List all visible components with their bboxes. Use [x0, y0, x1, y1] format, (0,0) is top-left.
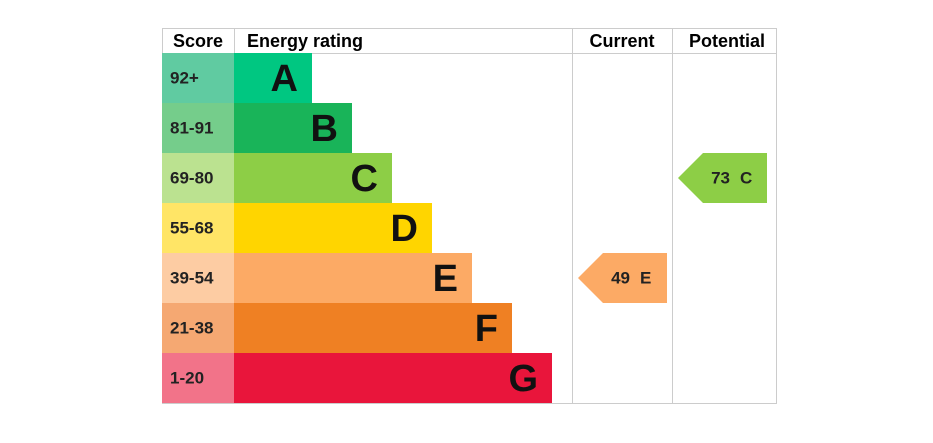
band-letter: C [351, 158, 378, 200]
rating-band [234, 103, 352, 153]
header-potential: Potential [689, 31, 765, 51]
score-cell [162, 203, 234, 253]
band-letter: A [271, 58, 298, 100]
header-current: Current [589, 31, 654, 51]
potential-rating: C [740, 169, 752, 188]
score-cell [162, 153, 234, 203]
rating-band [234, 303, 512, 353]
score-label: 39-54 [170, 269, 214, 288]
rating-band [234, 353, 552, 403]
band-letter: F [475, 308, 498, 350]
band-letter: D [391, 208, 418, 250]
score-cell [162, 353, 234, 403]
band-letter: G [508, 358, 538, 400]
header-score: Score [173, 31, 223, 51]
band-letter: E [433, 258, 458, 300]
score-cell [162, 103, 234, 153]
score-label: 69-80 [170, 169, 213, 188]
rating-band [234, 253, 472, 303]
score-cell [162, 253, 234, 303]
current-value: 49 [611, 269, 630, 288]
header-energy-rating: Energy rating [247, 31, 363, 51]
rating-band [234, 203, 432, 253]
score-label: 92+ [170, 69, 199, 88]
rating-band [234, 153, 392, 203]
potential-arrow [678, 153, 767, 203]
band-letter: B [311, 108, 338, 150]
score-label: 21-38 [170, 319, 213, 338]
score-label: 81-91 [170, 119, 213, 138]
score-label: 1-20 [170, 369, 204, 388]
score-cell [162, 53, 234, 103]
score-label: 55-68 [170, 219, 213, 238]
rating-band [234, 53, 312, 103]
potential-value: 73 [711, 169, 730, 188]
current-arrow [578, 253, 667, 303]
score-cell [162, 303, 234, 353]
current-rating: E [640, 269, 651, 288]
